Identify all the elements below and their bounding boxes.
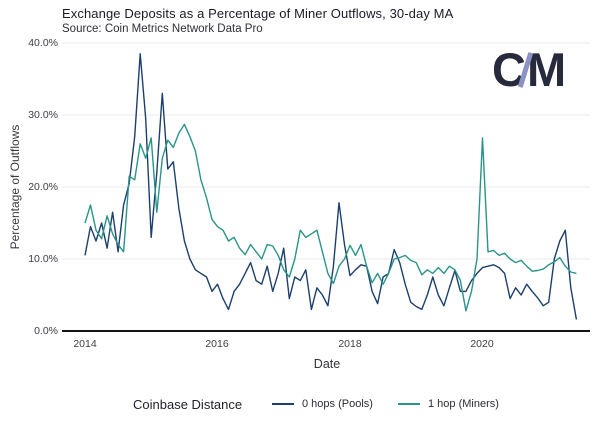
x-tick-label-2016: 2016 — [205, 338, 229, 350]
y-tick-label-30: 30.0% — [28, 109, 58, 121]
y-tick-label-20: 20.0% — [28, 181, 58, 193]
series-line-0 — [84, 53, 578, 320]
legend-item-1-hop: 1 hop (Miners) — [398, 398, 499, 410]
x-tick-label-2014: 2014 — [73, 338, 97, 350]
legend-swatch-1-hop — [398, 403, 420, 405]
legend-label-0-hops: 0 hops (Pools) — [302, 398, 373, 410]
coin-metrics-logo: C M — [492, 44, 566, 96]
chart-title: Exchange Deposits as a Percentage of Min… — [62, 6, 454, 21]
y-tick-label-40: 40.0% — [28, 37, 58, 49]
logo-letter-m: M — [526, 43, 567, 96]
chart-subtitle: Source: Coin Metrics Network Data Pro — [62, 23, 263, 35]
x-tick-label-2018: 2018 — [338, 338, 362, 350]
legend-label-1-hop: 1 hop (Miners) — [428, 398, 499, 410]
legend-item-0-hops: 0 hops (Pools) — [272, 398, 373, 410]
y-axis-title: Percentage of Outflows — [8, 124, 22, 250]
y-tick-label-0: 0.0% — [34, 325, 58, 337]
x-axis-title: Date — [313, 357, 341, 371]
legend-title: Coinbase Distance — [133, 396, 243, 412]
y-tick-label-10: 10.0% — [28, 253, 58, 265]
x-tick-label-2020: 2020 — [470, 338, 494, 350]
legend: Coinbase Distance 0 hops (Pools) 1 hop (… — [0, 392, 600, 416]
legend-swatch-0-hops — [272, 403, 294, 405]
series-line-1 — [84, 123, 577, 312]
